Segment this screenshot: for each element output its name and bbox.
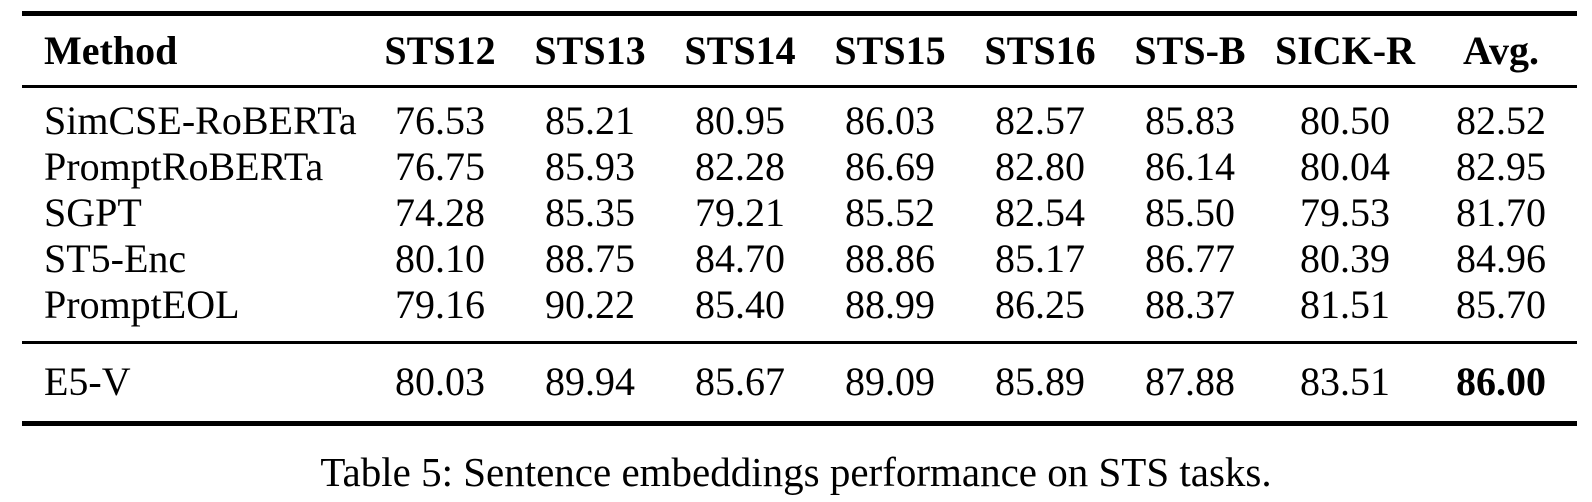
value-cell: 85.67 (695, 359, 785, 404)
column-header-sick-r: SICK-R (1274, 28, 1416, 73)
method-cell: PromptEOL (44, 282, 240, 327)
value-cell: 86.03 (845, 98, 935, 143)
value-cell: 82.52 (1456, 98, 1546, 143)
value-cell: 82.95 (1456, 144, 1546, 189)
method-cell: SGPT (44, 190, 142, 235)
value-cell: 87.88 (1145, 359, 1235, 404)
column-header-sts13: STS13 (534, 28, 646, 73)
table-row-sgpt: SGPT 74.28 85.35 79.21 85.52 82.54 85.50 79.53 8… (22, 190, 1577, 236)
table-row-e5-v: E5-V 80.03 89.94 85.67 89.09 85.89 87.88 83.51 8… (22, 343, 1577, 424)
value-cell: 85.35 (545, 190, 635, 235)
value-cell: 88.99 (845, 282, 935, 327)
column-header-sts-b: STS-B (1134, 28, 1246, 73)
value-cell: 88.86 (845, 236, 935, 281)
table-body-baselines: SimCSE-RoBERTa 76.53 85.21 80.95 86.03 82.57 8… (22, 87, 1577, 343)
value-cell: 85.89 (995, 359, 1085, 404)
value-cell: 88.37 (1145, 282, 1235, 327)
method-cell: E5-V (44, 359, 131, 404)
column-header-sts14: STS14 (684, 28, 796, 73)
value-cell: 80.39 (1300, 236, 1390, 281)
value-cell: 86.14 (1145, 144, 1235, 189)
method-cell: PromptRoBERTa (44, 144, 324, 189)
table-row-prompteol: PromptEOL 79.16 90.22 85.40 88.99 86.25 88.37 8… (22, 282, 1577, 343)
table-row-promptroberta: PromptRoBERTa 76.75 85.93 82.28 86.69 82.80 86… (22, 144, 1577, 190)
value-cell: 85.93 (545, 144, 635, 189)
value-cell: 80.04 (1300, 144, 1390, 189)
value-cell: 76.75 (395, 144, 485, 189)
value-cell: 81.70 (1456, 190, 1546, 235)
value-cell: 85.50 (1145, 190, 1235, 235)
value-cell: 85.70 (1456, 282, 1546, 327)
header-row: Method STS12 STS13 STS14 STS15 STS16 STS-B SICK… (22, 14, 1577, 87)
value-cell: 74.28 (395, 190, 485, 235)
value-cell: 85.52 (845, 190, 935, 235)
method-cell: SimCSE-RoBERTa (44, 98, 357, 143)
value-cell: 79.16 (395, 282, 485, 327)
column-header-sts12: STS12 (384, 28, 496, 73)
value-cell: 82.80 (995, 144, 1085, 189)
value-cell: 90.22 (545, 282, 635, 327)
table-row-simcse-roberta: SimCSE-RoBERTa 76.53 85.21 80.95 86.03 82.57 8… (22, 87, 1577, 145)
value-cell: 89.09 (845, 359, 935, 404)
value-cell: 85.83 (1145, 98, 1235, 143)
value-cell: 86.25 (995, 282, 1085, 327)
column-header-sts16: STS16 (984, 28, 1096, 73)
value-cell: 86.77 (1145, 236, 1235, 281)
value-cell: 82.28 (695, 144, 785, 189)
value-cell: 80.95 (695, 98, 785, 143)
value-cell: 80.10 (395, 236, 485, 281)
value-cell: 85.21 (545, 98, 635, 143)
value-cell: 81.51 (1300, 282, 1390, 327)
column-header-method: Method (44, 28, 178, 73)
table-row-st5-enc: ST5-Enc 80.10 88.75 84.70 88.86 85.17 86.77 80.… (22, 236, 1577, 282)
column-header-sts15: STS15 (834, 28, 946, 73)
method-cell: ST5-Enc (44, 236, 187, 281)
value-cell: 85.17 (995, 236, 1085, 281)
value-cell: 83.51 (1300, 359, 1390, 404)
value-cell: 84.96 (1456, 236, 1546, 281)
value-cell: 80.03 (395, 359, 485, 404)
column-header-avg: Avg. (1463, 28, 1539, 73)
value-cell: 79.21 (695, 190, 785, 235)
value-cell: 80.50 (1300, 98, 1390, 143)
table-caption: Table 5: Sentence embeddings performance… (320, 449, 1272, 495)
table-header: Method STS12 STS13 STS14 STS15 STS16 STS-B SICK… (22, 14, 1577, 87)
value-cell: 79.53 (1300, 190, 1390, 235)
value-cell: 82.54 (995, 190, 1085, 235)
value-cell: 86.00 (1456, 359, 1546, 404)
value-cell: 76.53 (395, 98, 485, 143)
value-cell: 89.94 (545, 359, 635, 404)
table-body-highlighted-result: E5-V 80.03 89.94 85.67 89.09 85.89 87.88 83.51 8… (22, 343, 1577, 424)
value-cell: 84.70 (695, 236, 785, 281)
value-cell: 82.57 (995, 98, 1085, 143)
value-cell: 85.40 (695, 282, 785, 327)
sts-results-table: Method STS12 STS13 STS14 STS15 STS16 STS-B SICK… (22, 11, 1577, 426)
value-cell: 88.75 (545, 236, 635, 281)
value-cell: 86.69 (845, 144, 935, 189)
